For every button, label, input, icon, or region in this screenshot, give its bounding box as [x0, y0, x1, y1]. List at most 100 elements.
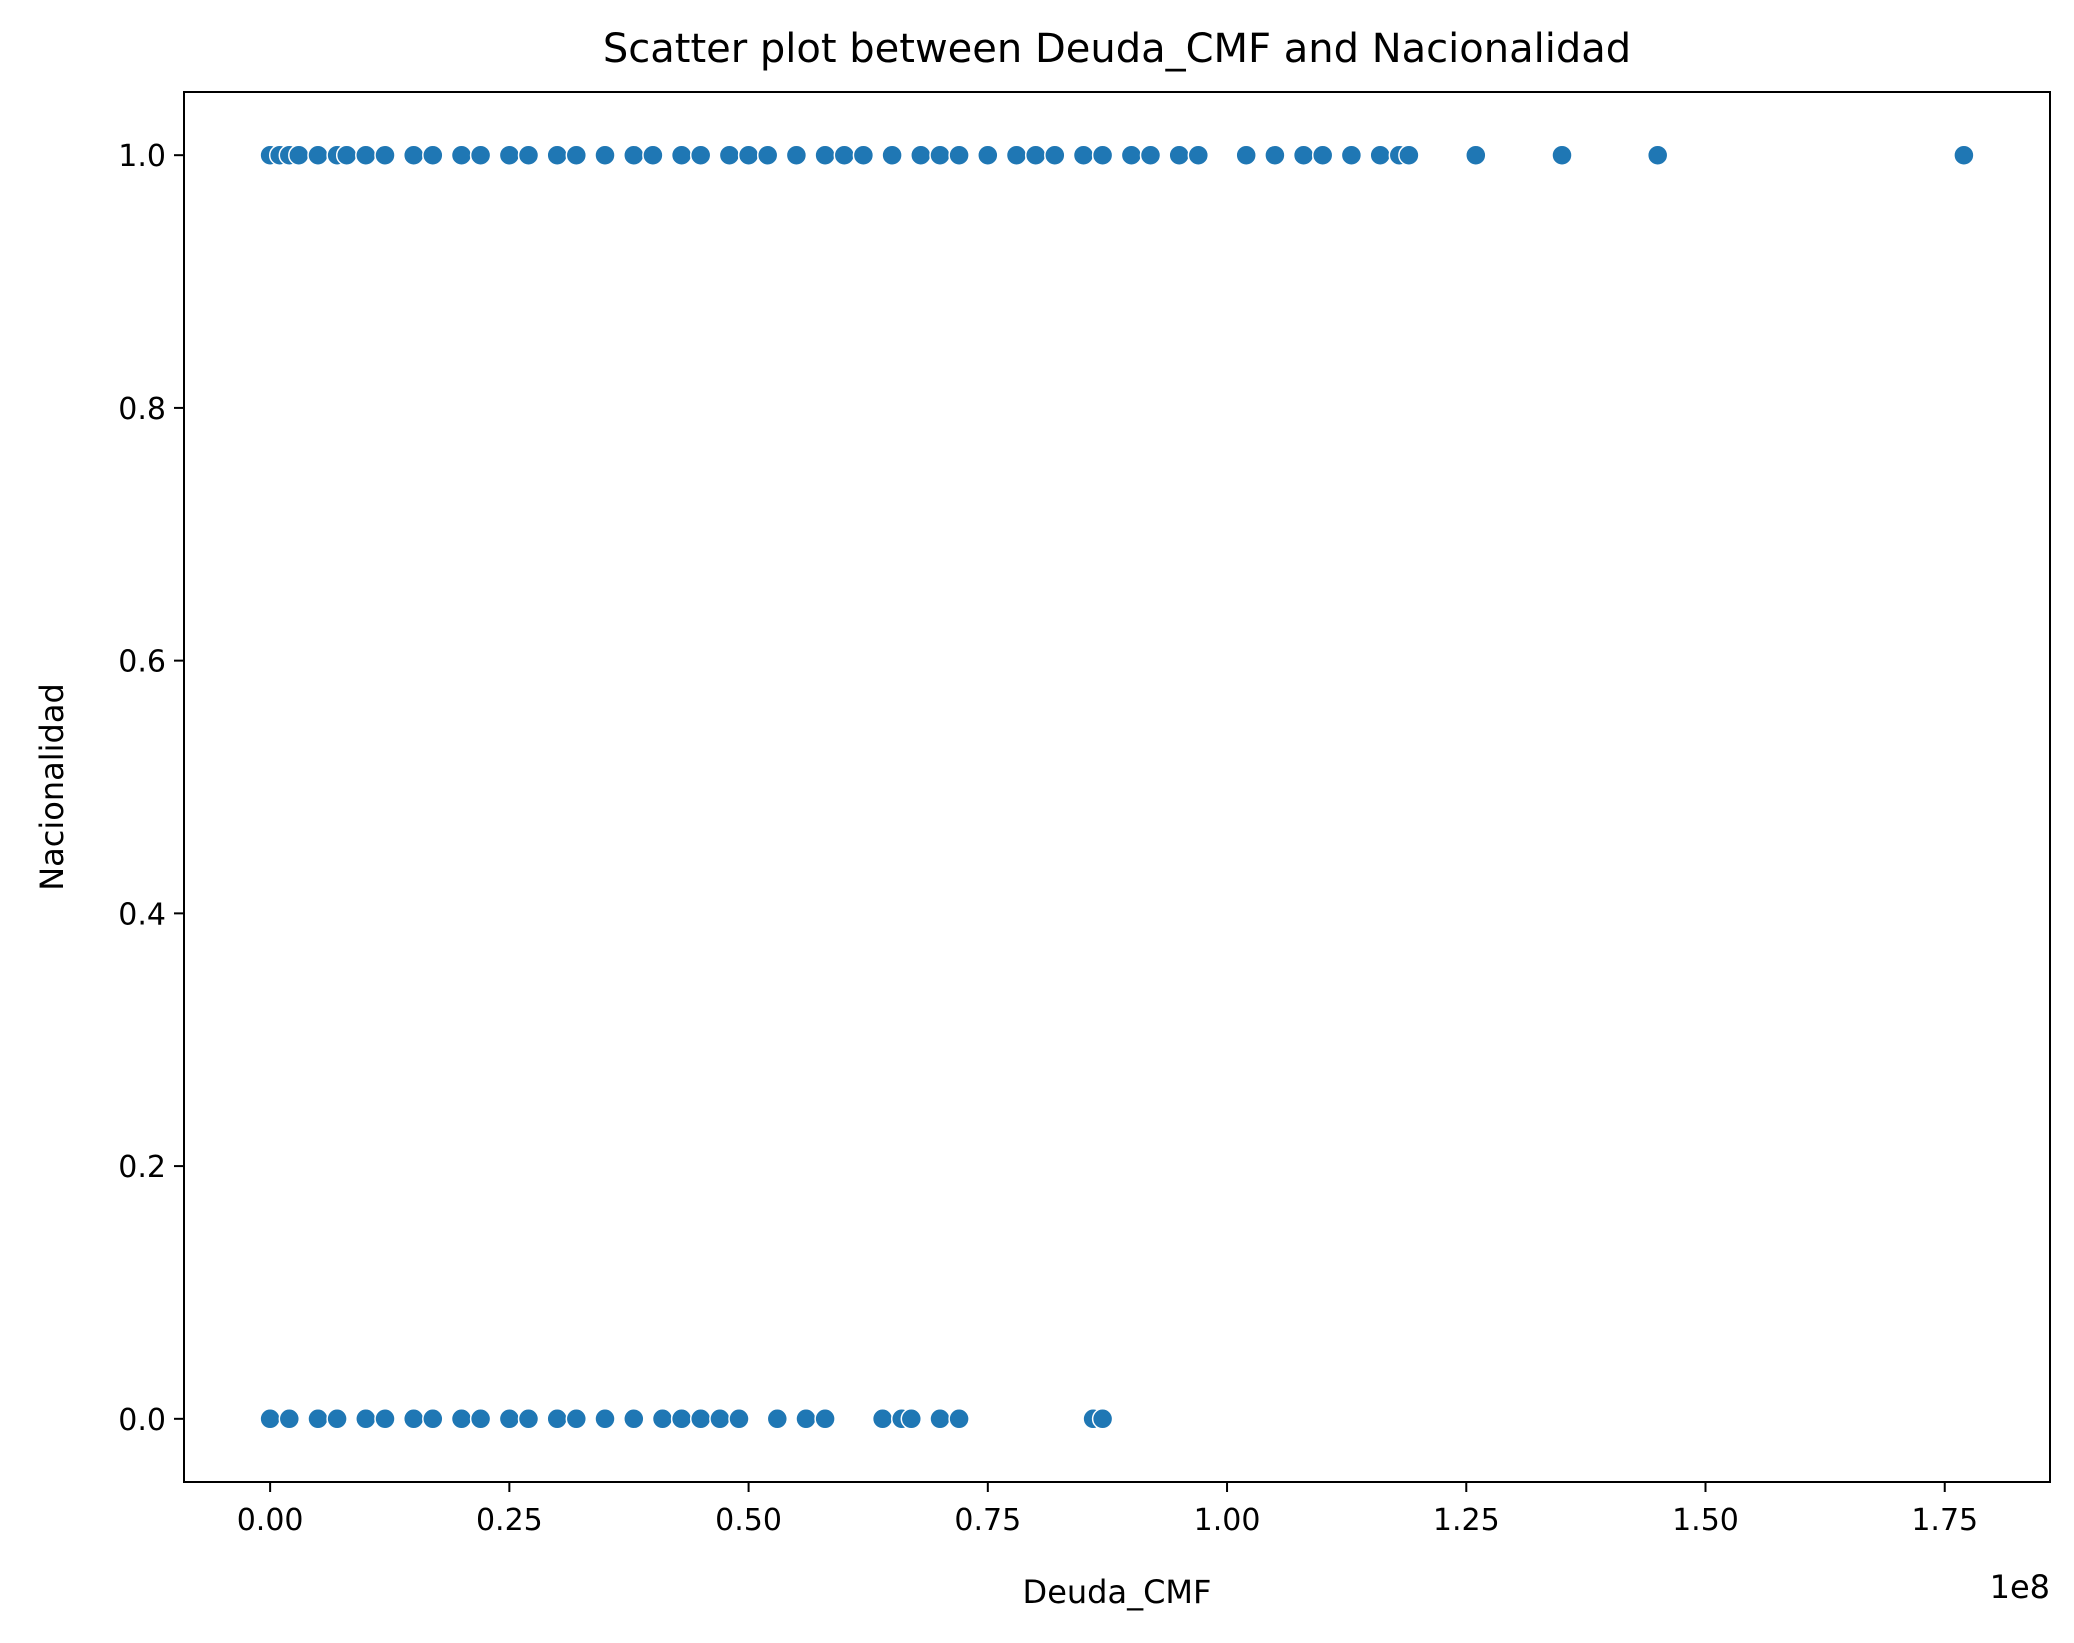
scatter-point [1091, 1408, 1114, 1430]
scatter-point [517, 144, 540, 166]
scatter-point [546, 1408, 568, 1430]
scatter-point [422, 144, 444, 166]
y-tick-label: 0.8 [118, 392, 166, 427]
scatter-point [517, 1408, 540, 1430]
scatter-point [929, 1408, 951, 1430]
scatter-point [326, 1408, 348, 1430]
scatter-point [623, 1408, 645, 1430]
scatter-point [689, 144, 712, 166]
scatter-point [1646, 144, 1669, 166]
scatter-point [1187, 144, 1210, 166]
scatter-point [852, 144, 875, 166]
x-axis-offset-label: 1e8 [1990, 1568, 2050, 1606]
scatter-point [1044, 144, 1066, 166]
x-axis-ticks: 0.00 0.25 0.50 0.75 1.00 1.25 1.50 1.75 [237, 1482, 1978, 1538]
scatter-point [756, 144, 779, 166]
scatter-point [642, 144, 664, 166]
scatter-point [1398, 144, 1420, 166]
scatter-point [565, 1408, 588, 1430]
scatter-point [766, 1408, 789, 1430]
scatter-point [910, 144, 932, 166]
scatter-point [469, 144, 492, 166]
scatter-point [546, 144, 568, 166]
scatter-point [1168, 144, 1190, 166]
x-tick-label: 0.75 [954, 1503, 1021, 1538]
y-tick-label: 0.0 [118, 1403, 166, 1438]
scatter-point [565, 144, 588, 166]
x-axis-label: Deuda_CMF [1023, 1573, 1212, 1611]
scatter-point [1953, 144, 1975, 166]
scatter-point [1235, 144, 1257, 166]
scatter-point [1311, 144, 1334, 166]
scatter-point [1369, 144, 1391, 166]
scatter-point [871, 1408, 894, 1430]
scatter-point [594, 1408, 616, 1430]
scatter-point [335, 144, 358, 166]
scatter-point [469, 1408, 492, 1430]
scatter-point [881, 144, 903, 166]
scatter-point [977, 144, 999, 166]
x-tick-label: 1.75 [1911, 1503, 1978, 1538]
scatter-point [1005, 144, 1028, 166]
scatter-point [1340, 144, 1363, 166]
chart-title: Scatter plot between Deuda_CMF and Nacio… [603, 26, 1631, 72]
scatter-point [278, 1408, 301, 1430]
scatter-point [737, 144, 760, 166]
scatter-point [1091, 144, 1114, 166]
scatter-point [1120, 144, 1143, 166]
scatter-point [1264, 144, 1286, 166]
scatter-point [498, 1408, 521, 1430]
scatter-point [422, 1408, 444, 1430]
scatter-point [785, 144, 808, 166]
y-tick-label: 0.6 [118, 645, 166, 680]
scatter-point [623, 144, 645, 166]
scatter-point [900, 1408, 923, 1430]
scatter-point [651, 1408, 674, 1430]
scatter-point [670, 1408, 693, 1430]
scatter-point [689, 1408, 712, 1430]
scatter-point [795, 1408, 817, 1430]
scatter-point [259, 1408, 281, 1430]
scatter-point [709, 1408, 731, 1430]
scatter-point [1072, 144, 1095, 166]
scatter-point [948, 144, 970, 166]
scatter-point [1551, 144, 1573, 166]
scatter-point [833, 144, 856, 166]
scatter-point [402, 144, 425, 166]
scatter-point [450, 1408, 473, 1430]
scatter-point [450, 144, 473, 166]
plot-area-frame [183, 91, 2051, 1483]
scatter-point [1465, 144, 1487, 166]
scatter-point [498, 144, 521, 166]
scatter-point [948, 1408, 970, 1430]
y-tick-label: 1.0 [118, 139, 166, 174]
scatter-point [1139, 144, 1162, 166]
scatter-point [307, 1408, 329, 1430]
scatter-point [929, 144, 951, 166]
y-axis-ticks: 0.0 0.2 0.4 0.6 0.8 1.0 [118, 139, 184, 1438]
scatter-point [307, 144, 329, 166]
scatter-point [814, 144, 836, 166]
scatter-point [718, 144, 741, 166]
scatter-point [355, 1408, 377, 1430]
y-axis-label: Nacionalidad [33, 683, 71, 891]
y-tick-label: 0.4 [118, 897, 166, 932]
x-tick-label: 0.00 [237, 1503, 304, 1538]
scatter-point [288, 144, 310, 166]
scatter-point [1024, 144, 1047, 166]
scatter-point [374, 144, 396, 166]
scatter-point [670, 144, 693, 166]
points-layer [259, 144, 1975, 1430]
x-tick-label: 0.50 [715, 1503, 782, 1538]
scatter-point [814, 1408, 836, 1430]
x-tick-label: 1.50 [1672, 1503, 1739, 1538]
x-tick-label: 0.25 [476, 1503, 543, 1538]
x-tick-label: 1.25 [1433, 1503, 1500, 1538]
y-tick-label: 0.2 [118, 1150, 166, 1185]
x-tick-label: 1.00 [1194, 1503, 1261, 1538]
scatter-point [594, 144, 616, 166]
scatter-point [374, 1408, 396, 1430]
